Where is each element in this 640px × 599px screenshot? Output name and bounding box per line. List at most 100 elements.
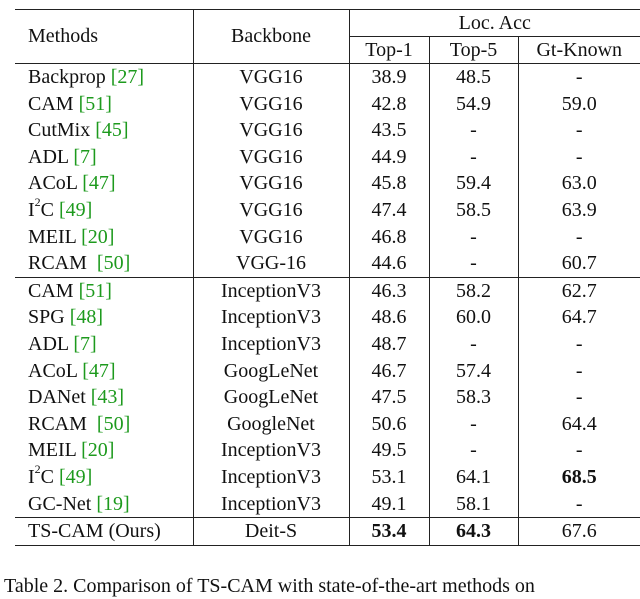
- table-row: I2C [49] VGG16 47.4 58.5 63.9: [15, 196, 640, 224]
- table-row: ADL [7] VGG16 44.9 - -: [15, 143, 640, 171]
- top5-cell: -: [429, 410, 519, 438]
- citation-link[interactable]: [43]: [90, 386, 125, 409]
- backbone-cell: Deit-S: [193, 517, 350, 546]
- citation-link[interactable]: [50]: [96, 252, 131, 275]
- gt-known-cell: 64.7: [561, 306, 597, 329]
- gt-known-cell: -: [575, 386, 583, 409]
- top5-cell: 64.1: [429, 463, 519, 491]
- top1-cell: 43.5: [349, 117, 430, 144]
- backbone-cell: InceptionV3: [193, 437, 350, 464]
- citation-link[interactable]: [50]: [96, 412, 131, 435]
- top1-cell: 53.1: [349, 463, 430, 491]
- header-loc-acc: Loc. Acc: [349, 9, 640, 37]
- method-cell: DANet [43]: [15, 384, 194, 411]
- citation-link[interactable]: [51]: [78, 279, 112, 302]
- method-name: DANet: [28, 386, 91, 409]
- method-name: ADL: [28, 332, 74, 355]
- citation-link[interactable]: [20]: [81, 225, 115, 248]
- method-name: CAM: [28, 279, 79, 302]
- method-superscript: 2: [34, 196, 41, 210]
- top1-cell: 48.7: [349, 330, 430, 358]
- method-cell: RCAM [50]: [15, 410, 194, 438]
- backbone-cell: VGG16: [193, 90, 350, 118]
- gt-known-cell: -: [575, 332, 583, 355]
- top5-cell: 60.0: [429, 304, 519, 331]
- method-name: MEIL: [28, 439, 82, 462]
- top1-cell: 47.5: [349, 384, 430, 411]
- method-name-suffix: C: [40, 198, 60, 221]
- top5-cell: 59.4: [429, 170, 519, 197]
- header-methods: Methods: [15, 9, 194, 64]
- gt-known-cell: -: [575, 439, 583, 462]
- gt-known-cell: -: [575, 225, 583, 248]
- table-row: ADL [7] InceptionV3 48.7 - -: [15, 330, 640, 358]
- backbone-cell: InceptionV3: [193, 463, 350, 491]
- top1-cell: 46.3: [349, 276, 430, 305]
- gt-known-cell: 63.9: [561, 198, 597, 221]
- citation-link[interactable]: [51]: [78, 92, 112, 115]
- top5-cell-best: 64.3: [429, 517, 519, 546]
- top1-cell: 47.4: [349, 196, 430, 224]
- gt-known-cell: 67.6: [518, 517, 640, 546]
- gt-known-cell: 59.0: [561, 92, 597, 115]
- top1-cell: 38.9: [349, 62, 430, 91]
- backbone-cell: InceptionV3: [193, 276, 350, 305]
- table-row: I2C [49] InceptionV3 53.1 64.1 68.5: [15, 463, 640, 491]
- gt-known-cell: -: [575, 119, 583, 142]
- citation-link[interactable]: [20]: [81, 439, 115, 462]
- top1-cell: 44.6: [349, 250, 430, 278]
- method-name: I: [28, 198, 35, 221]
- header-backbone: Backbone: [193, 9, 350, 64]
- method-cell: ADL [7]: [15, 143, 194, 171]
- citation-link[interactable]: [49]: [59, 198, 93, 221]
- citation-link[interactable]: [47]: [82, 172, 116, 195]
- top5-cell: 57.4: [429, 357, 519, 385]
- gt-known-cell-best: 68.5: [561, 465, 597, 488]
- table-row: ACoL [47] VGG16 45.8 59.4 63.0: [15, 170, 640, 197]
- gt-known-cell: 60.7: [561, 252, 597, 275]
- citation-link[interactable]: [45]: [95, 119, 129, 142]
- top1-cell-best: 53.4: [349, 517, 430, 546]
- backbone-cell: InceptionV3: [193, 304, 350, 331]
- citation-link[interactable]: [49]: [59, 465, 93, 488]
- citation-link[interactable]: [7]: [73, 332, 97, 355]
- method-cell: SPG [48]: [15, 304, 194, 331]
- method-cell: ACoL [47]: [15, 357, 194, 385]
- top1-cell: 50.6: [349, 410, 430, 438]
- table-row: CAM [51] VGG16 42.8 54.9 59.0: [15, 90, 640, 118]
- method-name: I: [28, 465, 35, 488]
- backbone-cell: VGG16: [193, 117, 350, 144]
- method-cell: MEIL [20]: [15, 437, 194, 464]
- top1-cell: 44.9: [349, 143, 430, 171]
- method-name-suffix: C: [40, 465, 60, 488]
- backbone-cell: VGG16: [193, 196, 350, 224]
- citation-link[interactable]: [47]: [82, 359, 116, 382]
- top5-cell: 54.9: [429, 90, 519, 118]
- method-cell: RCAM [50]: [15, 250, 194, 278]
- backbone-cell: GoogleNet: [193, 410, 350, 438]
- citation-link[interactable]: [27]: [110, 66, 145, 88]
- method-cell: ADL [7]: [15, 330, 194, 358]
- method-name: RCAM: [28, 412, 97, 435]
- method-name: ACoL: [28, 359, 83, 382]
- method-cell: Backprop [27]: [15, 62, 194, 91]
- gt-known-cell: 64.4: [561, 412, 597, 435]
- gt-known-cell: -: [575, 492, 583, 515]
- gt-known-cell: -: [518, 62, 640, 91]
- citation-link[interactable]: [7]: [73, 145, 97, 168]
- citation-link[interactable]: [48]: [69, 306, 104, 329]
- method-name: ACoL: [28, 172, 83, 195]
- method-name: ADL: [28, 145, 74, 168]
- citation-link[interactable]: [19]: [96, 492, 130, 515]
- backbone-cell: VGG16: [193, 170, 350, 197]
- top1-cell: 46.8: [349, 223, 430, 251]
- top5-cell: -: [429, 117, 519, 144]
- top5-cell: 58.3: [429, 384, 519, 411]
- top5-cell: 58.2: [429, 276, 519, 305]
- method-cell: TS-CAM (Ours): [15, 517, 194, 546]
- table-row-ours: TS-CAM (Ours) Deit-S 53.4 64.3 67.6: [15, 517, 640, 546]
- top5-cell: -: [429, 223, 519, 251]
- gt-known-cell: 62.7: [518, 276, 640, 305]
- gt-known-cell: 63.0: [561, 172, 597, 195]
- method-superscript: 2: [34, 463, 41, 477]
